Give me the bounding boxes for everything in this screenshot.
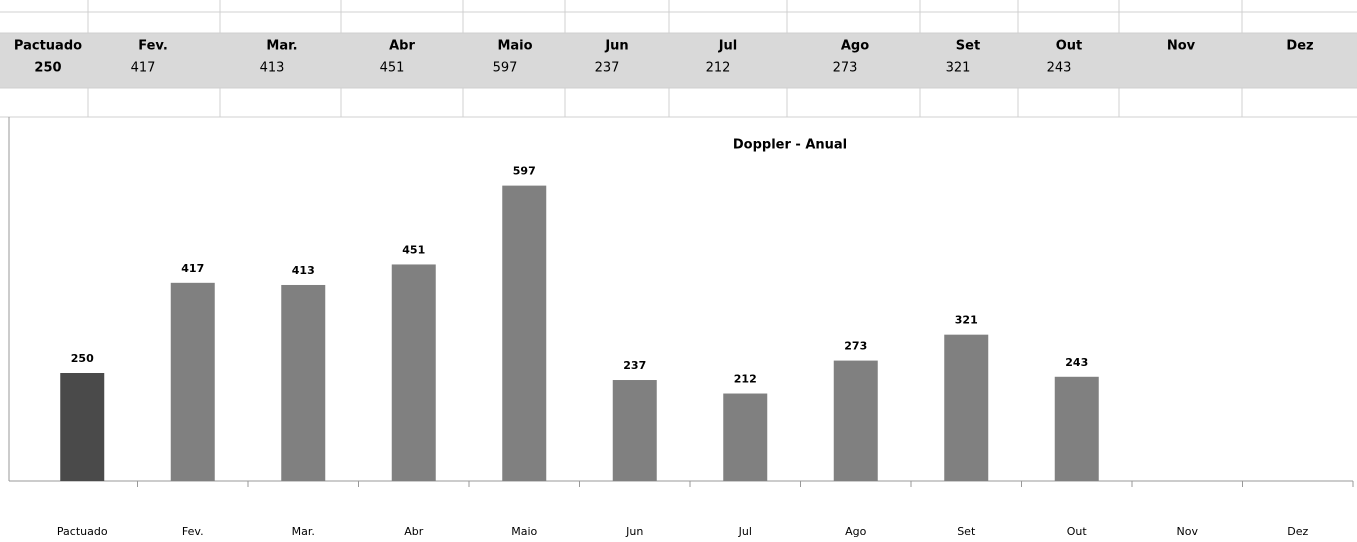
value-cell: 417 <box>131 61 156 76</box>
value-cell: 237 <box>595 61 620 76</box>
bar <box>60 373 105 481</box>
header-cell: Mar. <box>266 39 297 54</box>
header-cell: Fev. <box>138 39 168 54</box>
data-label: 413 <box>292 264 315 277</box>
x-tick-label: Fev. <box>182 525 204 538</box>
value-cell: 413 <box>260 61 285 76</box>
header-cell: Jul <box>718 39 738 54</box>
bar <box>391 264 436 481</box>
bar <box>1054 376 1099 481</box>
value-cell: 250 <box>34 61 61 76</box>
x-tick-label: Pactuado <box>57 525 108 538</box>
value-cell: 243 <box>1047 61 1072 76</box>
data-label: 321 <box>955 314 978 327</box>
value-cell: 597 <box>493 61 518 76</box>
x-tick-label: Abr <box>404 525 424 538</box>
header-cell: Set <box>956 39 980 54</box>
x-tick-label: Maio <box>511 525 537 538</box>
header-cell: Pactuado <box>14 39 82 54</box>
bar <box>170 282 215 481</box>
value-cell: 273 <box>833 61 858 76</box>
x-tick-label: Nov <box>1177 525 1199 538</box>
data-label: 250 <box>71 352 94 365</box>
value-cell: 451 <box>380 61 405 76</box>
header-cell: Abr <box>389 39 415 54</box>
x-tick-label: Jul <box>738 525 752 538</box>
header-cell: Jun <box>604 39 628 54</box>
x-tick-label: Mar. <box>292 525 315 538</box>
data-label: 597 <box>513 165 536 178</box>
header-cell: Ago <box>841 39 869 54</box>
bar <box>281 284 326 481</box>
value-cell: 321 <box>946 61 971 76</box>
bar <box>723 393 768 481</box>
bar <box>612 380 657 481</box>
x-tick-label: Set <box>957 525 976 538</box>
bar <box>833 360 878 481</box>
x-tick-label: Dez <box>1287 525 1308 538</box>
header-cell: Out <box>1056 39 1083 54</box>
data-label: 451 <box>402 243 425 256</box>
bar <box>944 334 989 481</box>
header-cell: Nov <box>1167 39 1196 54</box>
data-label: 273 <box>844 340 867 353</box>
value-cell: 212 <box>706 61 731 76</box>
x-tick-label: Out <box>1067 525 1088 538</box>
table-band <box>0 33 1357 88</box>
data-label: 212 <box>734 373 757 386</box>
chart-title: Doppler - Anual <box>733 138 847 153</box>
x-tick-label: Ago <box>845 525 867 538</box>
header-cell: Maio <box>497 39 532 54</box>
header-cell: Dez <box>1286 39 1313 54</box>
data-label: 243 <box>1065 356 1088 369</box>
data-label: 237 <box>623 359 646 372</box>
data-label: 417 <box>181 262 204 275</box>
bar <box>502 185 547 481</box>
x-tick-label: Jun <box>625 525 643 538</box>
